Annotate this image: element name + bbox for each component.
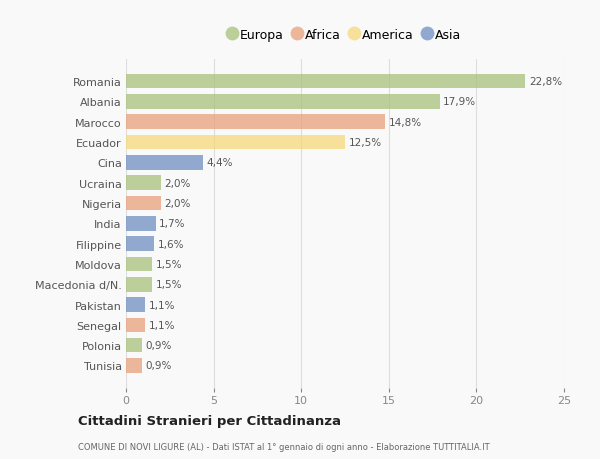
Text: 14,8%: 14,8% <box>389 118 422 128</box>
Text: 1,5%: 1,5% <box>156 259 182 269</box>
Text: 2,0%: 2,0% <box>164 178 191 188</box>
Bar <box>126 156 203 170</box>
Bar <box>126 277 152 292</box>
Bar <box>126 217 156 231</box>
Legend: Europa, Africa, America, Asia: Europa, Africa, America, Asia <box>226 27 464 45</box>
Bar <box>126 257 152 272</box>
Bar <box>126 196 161 211</box>
Bar <box>126 95 440 109</box>
Text: 1,1%: 1,1% <box>149 320 175 330</box>
Text: 17,9%: 17,9% <box>443 97 476 107</box>
Text: 1,7%: 1,7% <box>159 219 186 229</box>
Text: 1,6%: 1,6% <box>158 239 184 249</box>
Text: 4,4%: 4,4% <box>206 158 233 168</box>
Bar <box>126 176 161 190</box>
Text: 1,1%: 1,1% <box>149 300 175 310</box>
Text: 1,5%: 1,5% <box>156 280 182 290</box>
Bar <box>126 358 142 373</box>
Text: Cittadini Stranieri per Cittadinanza: Cittadini Stranieri per Cittadinanza <box>78 414 341 428</box>
Text: 22,8%: 22,8% <box>529 77 562 87</box>
Text: COMUNE DI NOVI LIGURE (AL) - Dati ISTAT al 1° gennaio di ogni anno - Elaborazion: COMUNE DI NOVI LIGURE (AL) - Dati ISTAT … <box>78 442 490 451</box>
Bar <box>126 297 145 312</box>
Bar <box>126 135 345 150</box>
Bar <box>126 75 526 89</box>
Bar <box>126 338 142 353</box>
Bar <box>126 115 385 130</box>
Text: 12,5%: 12,5% <box>349 138 382 148</box>
Text: 0,9%: 0,9% <box>145 361 172 370</box>
Text: 2,0%: 2,0% <box>164 198 191 208</box>
Bar <box>126 318 145 332</box>
Text: 0,9%: 0,9% <box>145 341 172 350</box>
Bar <box>126 237 154 252</box>
